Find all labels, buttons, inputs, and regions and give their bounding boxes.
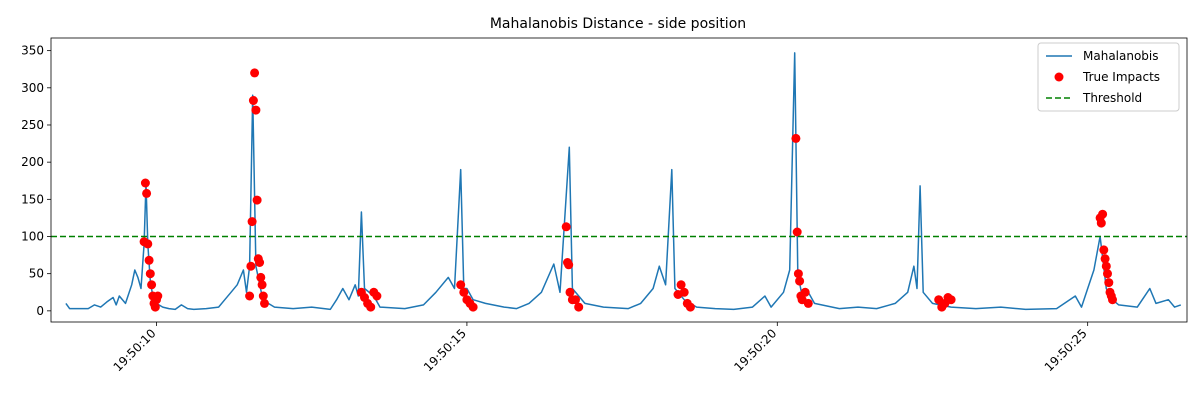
impact-point [946,295,956,305]
y-tick-label: 200 [21,155,44,169]
x-tick-label: 19:50:20 [731,326,779,374]
impact-point [803,298,813,308]
series-line-mahalanobis [65,52,1182,311]
impact-point [1098,209,1108,219]
x-tick-label: 19:50:15 [421,326,469,374]
legend-label: Threshold [1082,91,1142,105]
impact-point [792,227,802,237]
impact-point [676,280,686,290]
impact-point [372,291,382,301]
y-tick-label: 50 [29,267,44,281]
impact-point [255,258,265,267]
impact-point [571,295,580,305]
axes-frame [50,37,1188,323]
impact-point [250,68,260,78]
impact-point [256,272,266,282]
impact-point [153,291,163,301]
impact-point [366,302,376,312]
impact-point [468,302,478,312]
impact-point [258,291,268,301]
x-tick-label: 19:50:25 [1042,326,1090,374]
impact-point [561,222,571,232]
impact-point [247,217,257,227]
y-tick-label: 300 [21,81,44,95]
impact-point [257,280,267,290]
impact-point [459,287,469,297]
legend-label: True Impacts [1082,70,1160,84]
impact-point [140,178,150,188]
impact-point [252,195,262,205]
impact-point [260,298,269,308]
impact-point [145,269,155,279]
impact-point [1101,261,1111,271]
legend-swatch-point [1054,72,1064,82]
impact-point [144,255,154,265]
impact-point [456,280,466,290]
plot-area [51,52,1187,312]
impact-point [1100,254,1110,264]
impact-point [565,287,575,297]
impact-point [1108,295,1117,305]
impact-point [248,96,258,105]
legend-box [1037,42,1180,112]
impact-point [245,291,255,301]
impact-point [679,287,689,297]
impact-point [564,260,574,270]
y-tick-label: 350 [21,44,44,58]
impact-point [246,261,256,271]
impact-point [795,276,805,286]
impact-point [143,239,153,249]
impact-point [1104,278,1114,288]
legend-label: Mahalanobis [1083,49,1159,63]
y-tick-label: 100 [21,230,44,244]
impact-point [251,105,261,115]
axes: 0 50 100 150 200 250 300 350 19:50:10 19:50:15 19:… [21,37,1188,374]
impact-point [685,302,695,312]
impact-point [574,302,584,312]
impact-point [147,280,157,290]
y-tick-label: 150 [21,192,44,206]
impact-point [791,133,801,143]
x-tick-label: 19:50:10 [111,326,159,374]
impact-point [150,302,160,312]
impact-point [793,269,803,279]
chart-title: Mahalanobis Distance - side position [490,16,746,32]
impact-point [1096,218,1106,228]
impact-point [1103,269,1112,279]
legend: Mahalanobis True Impacts Threshold [1037,42,1180,112]
impact-point [142,188,152,198]
impact-point [800,287,810,297]
y-tick-label: 0 [36,304,44,318]
impact-point [1099,245,1109,255]
y-tick-label: 250 [21,118,44,132]
